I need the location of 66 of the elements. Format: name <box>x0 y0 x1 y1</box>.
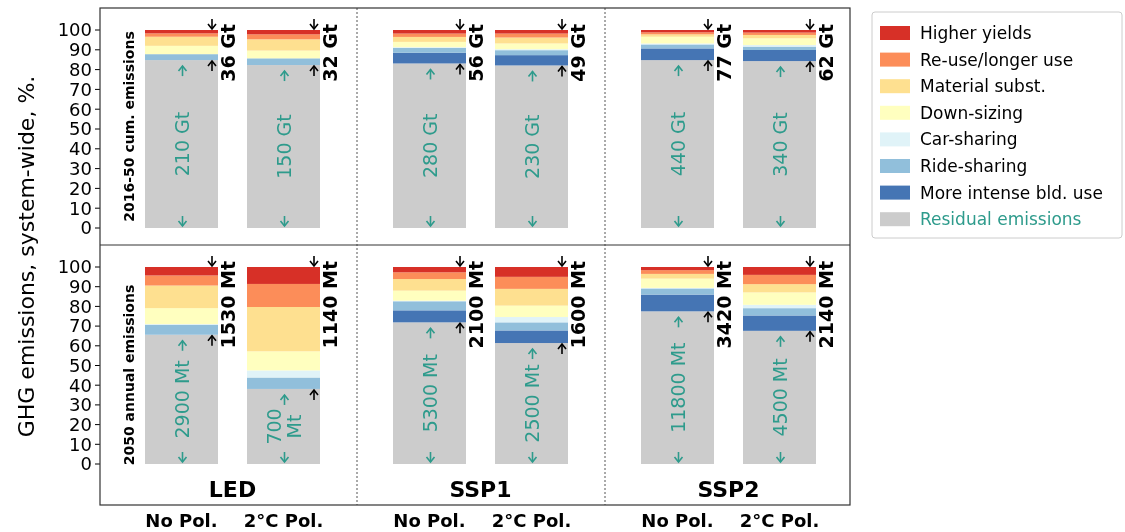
annotation: 150 Gt <box>272 114 295 179</box>
annotation: 1140 Mt <box>319 261 341 349</box>
annotation: 32 Gt <box>319 24 341 82</box>
annotation: 230 Gt <box>520 114 543 179</box>
text: SSP1 <box>449 477 512 502</box>
annotation: 1600 Mt <box>567 261 589 349</box>
annotation: 440 Gt <box>666 111 689 177</box>
y-tick-label: 30 <box>69 394 92 416</box>
x-tick-label: No Pol. <box>145 510 218 531</box>
legend-label: Higher yields <box>920 22 1032 43</box>
annotation: 210 Gt <box>170 111 193 177</box>
text: 2016-50 cum. emissions <box>121 31 137 222</box>
y-tick-label: 10 <box>69 197 92 219</box>
annotation: 2900 Mt <box>170 360 193 439</box>
x-tick-label: No Pol. <box>641 510 714 531</box>
annotation: 77 Gt <box>713 24 735 82</box>
legend-label: Down-sizing <box>920 102 1024 123</box>
text: LED <box>208 477 257 502</box>
y-tick-label: 60 <box>69 335 92 357</box>
x-tick-label: No Pol. <box>393 510 466 531</box>
legend-label: Car-sharing <box>920 129 1018 150</box>
y-tick-label: 90 <box>69 39 92 61</box>
x-tick-label: 2°C Pol. <box>739 510 820 531</box>
annotation: 2100 Mt <box>465 261 487 349</box>
y-tick-label: 100 <box>57 256 92 278</box>
y-tick-label: 60 <box>69 98 92 120</box>
y-tick-label: 80 <box>69 58 92 80</box>
legend-label: Ride-sharing <box>920 155 1028 176</box>
annotation: 49 Gt <box>567 24 589 82</box>
annotation: 340 Gt <box>768 112 791 177</box>
y-tick-label: 30 <box>69 157 92 179</box>
y-tick-label: 20 <box>69 177 92 199</box>
annotation: 2500 Mt <box>520 364 543 443</box>
annotation: 1530 Mt <box>217 261 239 349</box>
y-tick-label: 20 <box>69 413 92 435</box>
x-tick-label: 2°C Pol. <box>491 510 572 531</box>
legend-label: Material subst. <box>920 76 1046 97</box>
annotation: 11800 Mt <box>666 342 689 433</box>
y-tick-label: 40 <box>69 138 92 160</box>
y-tick-label: 50 <box>69 118 92 140</box>
x-tick-label: 2°C Pol. <box>243 510 324 531</box>
y-tick-label: 70 <box>69 315 92 337</box>
y-tick-label: 10 <box>69 433 92 455</box>
annotation: 4500 Mt <box>768 358 791 437</box>
annotation: 56 Gt <box>465 24 487 82</box>
annotation: 3420 Mt <box>713 261 735 349</box>
annotation: 700 Mt <box>262 408 305 445</box>
annotation: 5300 Mt <box>418 354 441 433</box>
text: SSP2 <box>697 477 760 502</box>
legend-label: Re-use/longer use <box>920 49 1074 70</box>
annotation: 2140 Mt <box>815 261 837 349</box>
y-tick-label: 0 <box>80 453 92 475</box>
text: 2050 annual emissions <box>121 284 137 466</box>
y-tick-label: 90 <box>69 276 92 297</box>
y-tick-label: 40 <box>69 374 92 396</box>
annotation: 280 Gt <box>418 113 441 178</box>
legend-label: More intense bld. use <box>920 182 1103 203</box>
y-tick-label: 0 <box>80 217 92 239</box>
annotation: 36 Gt <box>217 24 239 82</box>
annotation: 62 Gt <box>815 24 837 82</box>
y-tick-label: 70 <box>69 78 92 100</box>
legend-label: Residual emissions <box>920 209 1082 230</box>
y-tick-label: 80 <box>69 295 92 317</box>
y-tick-label: 100 <box>57 19 92 41</box>
y-tick-label: 50 <box>69 354 92 376</box>
y-axis-title: GHG emissions, system-wide, %. <box>14 75 39 438</box>
